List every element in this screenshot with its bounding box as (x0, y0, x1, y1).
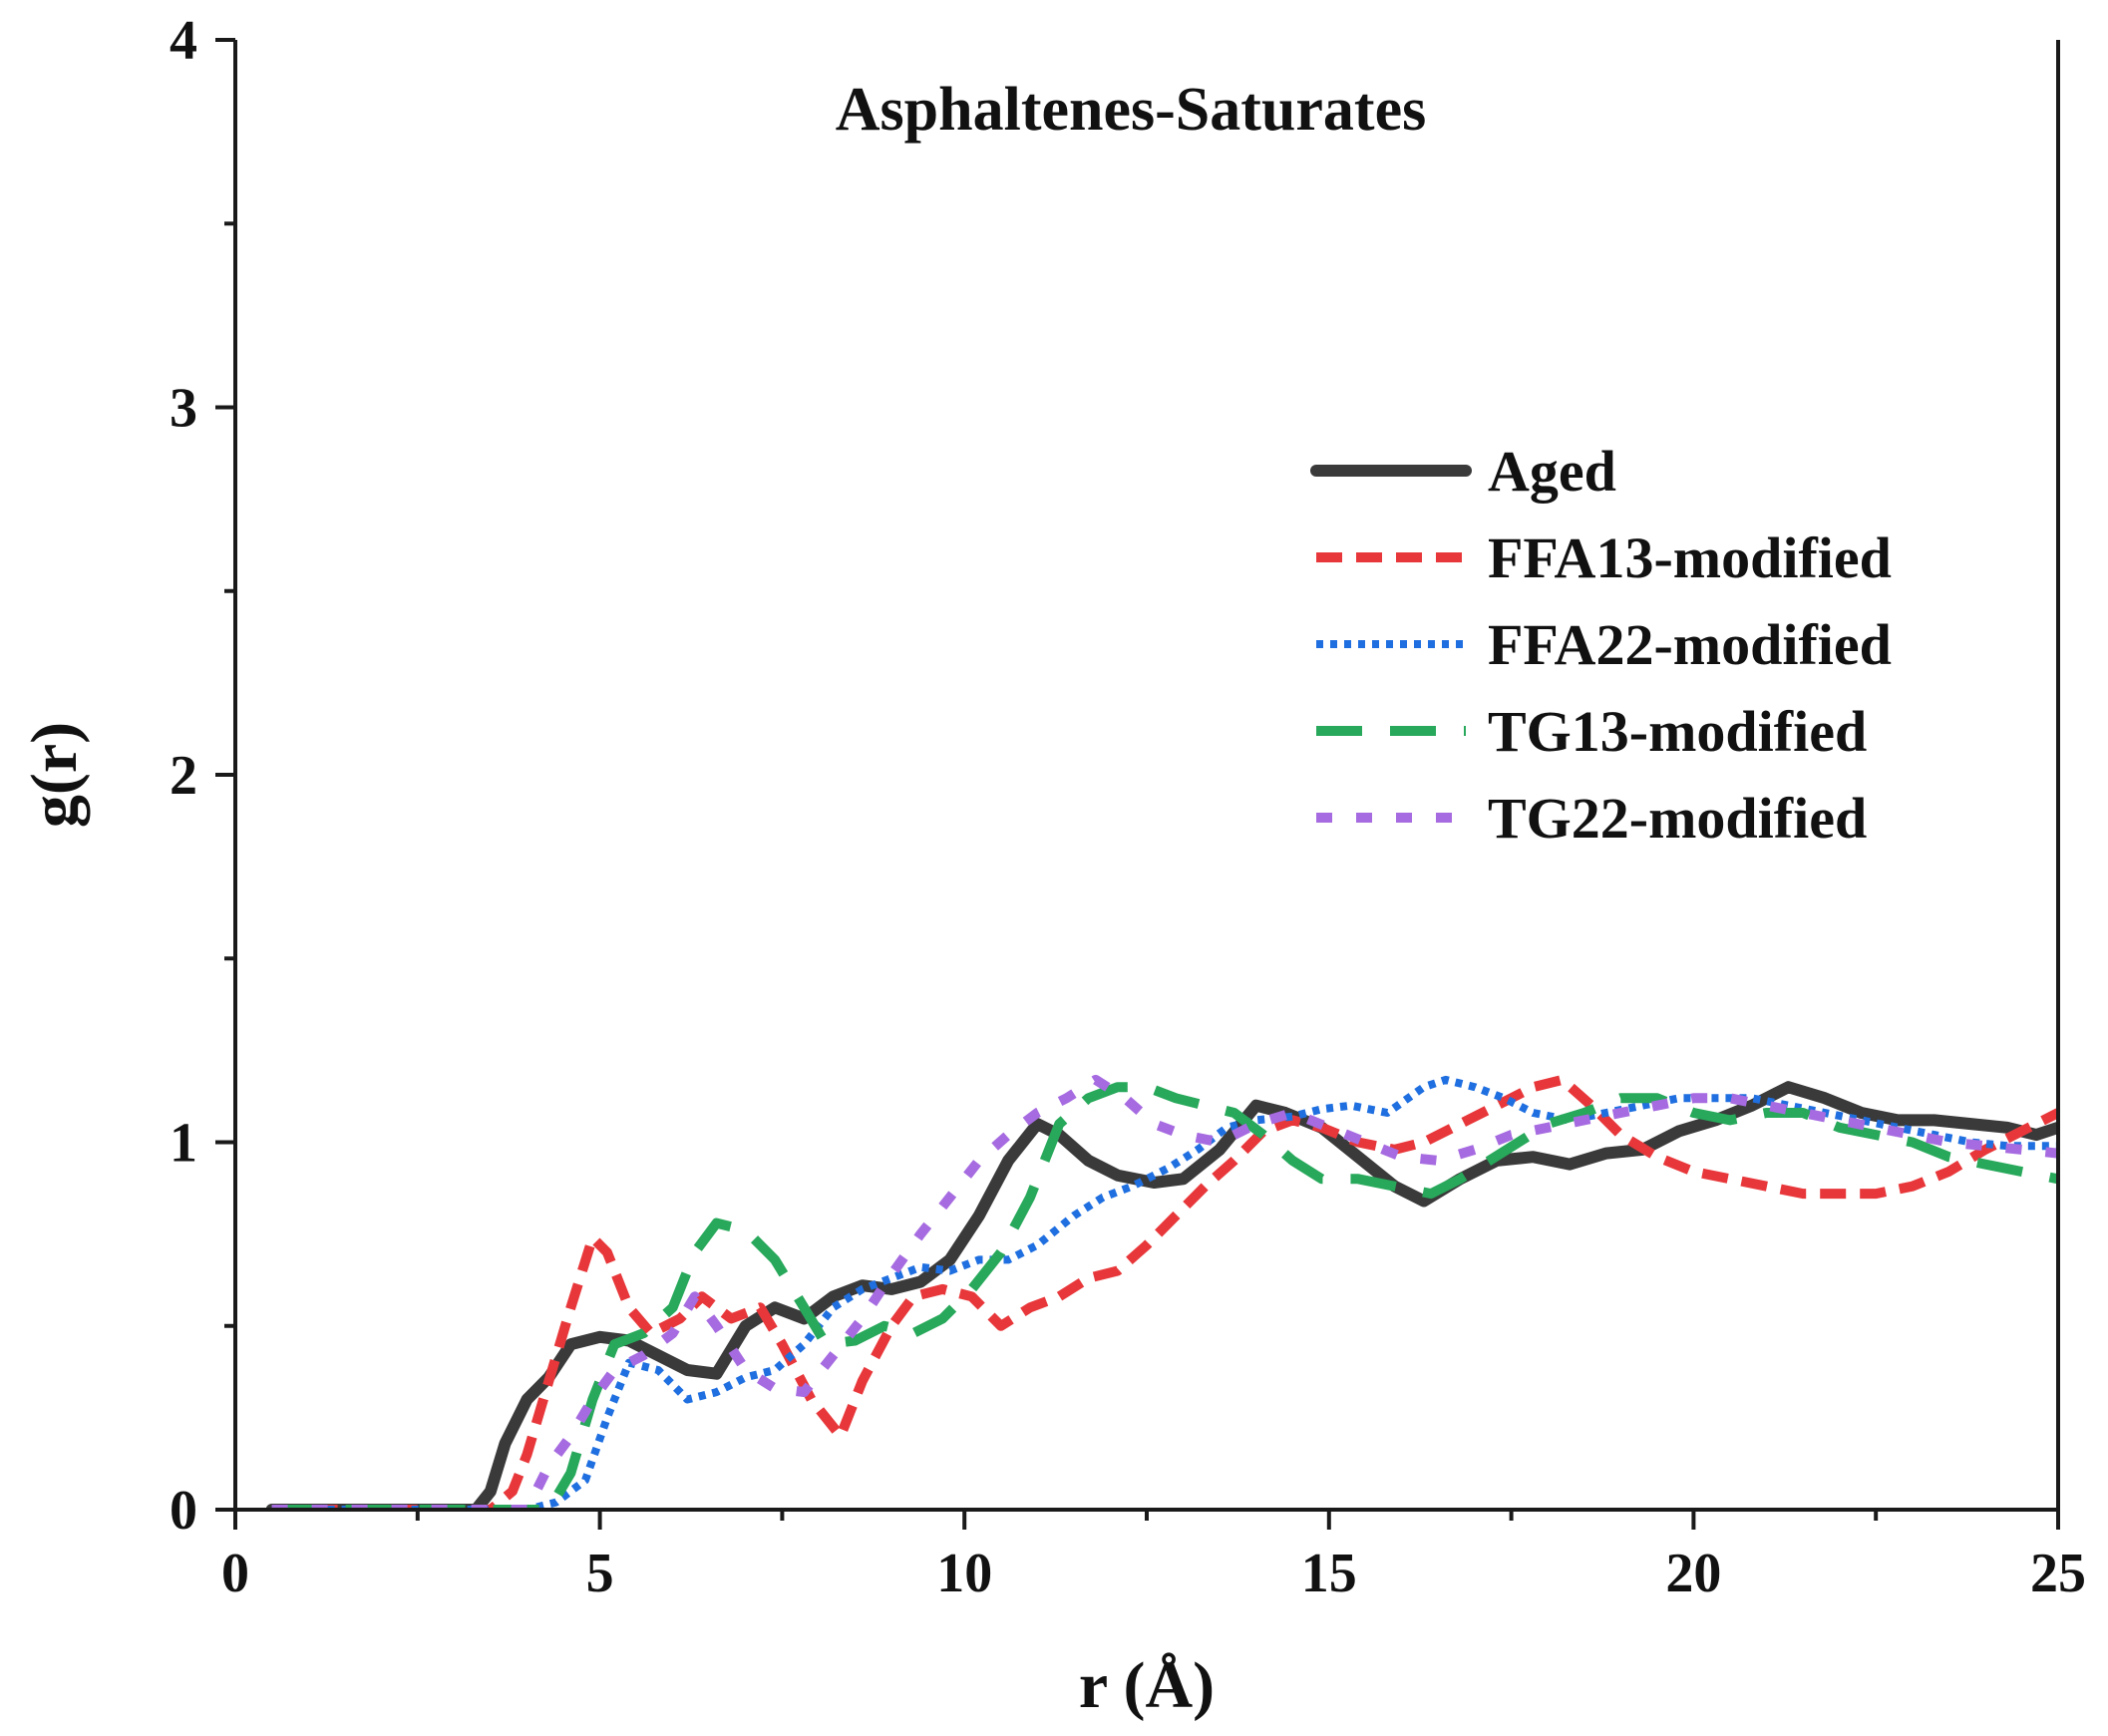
y-tick-label: 3 (170, 378, 197, 440)
x-axis-title: r (Å) (1079, 1649, 1215, 1722)
legend: Aged FFA13-modified FFA22-modified TG13-mod… (1310, 439, 1892, 851)
x-tick-label: 10 (936, 1543, 992, 1604)
x-tick-label: 0 (221, 1543, 249, 1604)
legend-label: Aged (1488, 439, 1616, 504)
y-tick-label: 2 (170, 745, 197, 807)
y-axis-title: g(r) (18, 722, 91, 828)
y-tick-label: 4 (170, 10, 197, 72)
legend-label: FFA13-modified (1488, 525, 1892, 590)
chart-title: Asphaltenes-Saturates (836, 76, 1426, 144)
series-layer (265, 1074, 2058, 1510)
legend-label: TG13-modified (1488, 699, 1867, 764)
series-line-ffa13-modified (271, 1074, 2058, 1510)
series-line-tg22-modified (271, 1074, 2058, 1510)
series-line-ffa22-modified (271, 1075, 2058, 1510)
y-tick-label: 0 (170, 1480, 197, 1542)
legend-label: FFA22-modified (1488, 612, 1892, 677)
axes (233, 40, 2060, 1512)
legend-label: TG22-modified (1488, 786, 1867, 851)
x-tick-label: 15 (1301, 1543, 1357, 1604)
x-tick-label: 20 (1665, 1543, 1721, 1604)
x-tick-label: 25 (2030, 1543, 2086, 1604)
series-line-aged (265, 1081, 2058, 1510)
x-tick-label: 5 (586, 1543, 614, 1604)
series-line-tg13-modified (271, 1082, 2058, 1510)
y-tick-label: 1 (170, 1113, 197, 1175)
ticks: 0 5 10 15 20 25 0 1 2 3 4 (170, 10, 2086, 1604)
